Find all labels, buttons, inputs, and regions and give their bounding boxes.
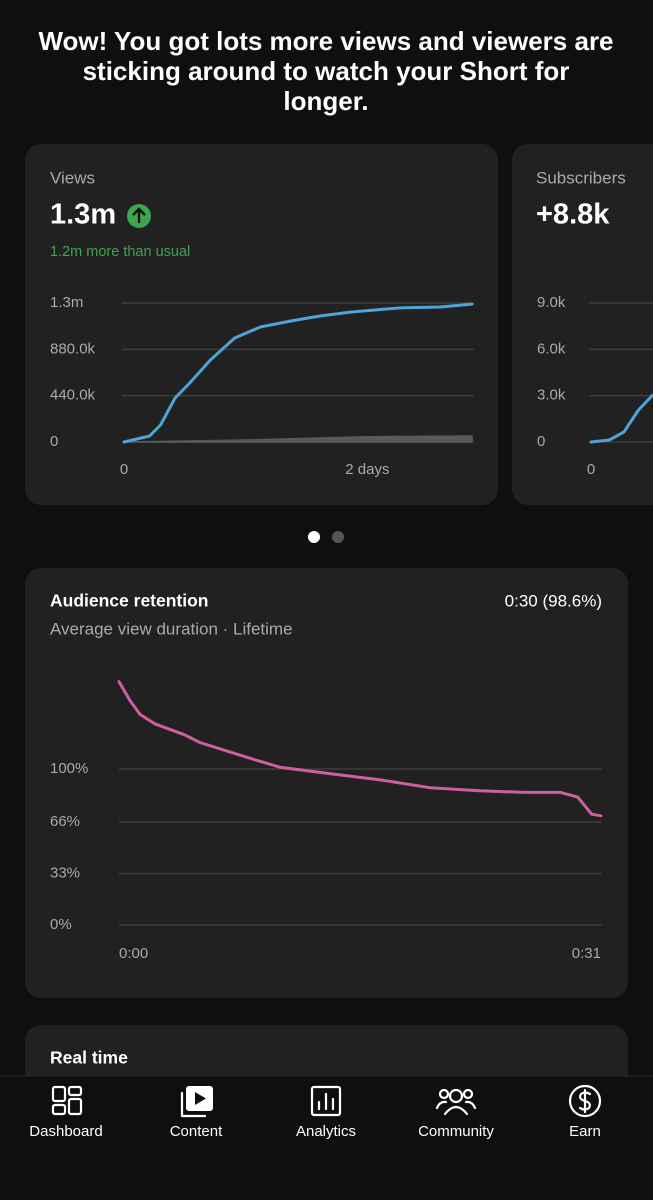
- views-card[interactable]: [25, 144, 498, 505]
- headline: Wow! You got lots more views and viewers…: [38, 26, 613, 56]
- icon: [317, 1092, 335, 1111]
- page-dot[interactable]: [308, 531, 320, 543]
- y-tick-label: 0: [50, 433, 58, 450]
- series-line: [122, 302, 474, 444]
- nav-earn[interactable]: Earn: [568, 1084, 602, 1140]
- y-tick-label: 880.0k: [50, 340, 96, 357]
- nav-content[interactable]: Content: [170, 1086, 223, 1140]
- chart: 0% 33% 66% 100% 0:00 0:31: [50, 680, 603, 962]
- icon: [310, 1085, 342, 1117]
- y-tick-label: 66%: [50, 813, 80, 830]
- icon: [195, 1092, 206, 1105]
- y-tick-label: 100%: [50, 760, 88, 777]
- card-value: +8.8k: [536, 199, 610, 231]
- icon: [568, 1084, 602, 1118]
- up-arrow: [132, 207, 146, 223]
- y-tick-label: 1.3m: [50, 294, 83, 311]
- card-value: 0:30 (98.6%): [505, 591, 602, 610]
- y-tick-label: 3.0k: [537, 387, 566, 404]
- nav-label: Content: [170, 1123, 223, 1140]
- icon: [435, 1100, 477, 1110]
- x-tick-label: 2 days: [345, 461, 389, 478]
- chart: 0 440.0k 880.0k 1.3m 0 2 days: [50, 294, 474, 478]
- y-tick-label: 0%: [50, 916, 72, 933]
- headline: sticking around to watch your Short for: [83, 56, 570, 86]
- card-value: 1.3m: [50, 199, 116, 231]
- icon: [67, 1097, 83, 1116]
- y-tick-label: 9.0k: [537, 294, 566, 311]
- nav-dashboard[interactable]: Dashboard: [29, 1085, 103, 1140]
- icon: [51, 1103, 67, 1116]
- headline: longer.: [283, 86, 368, 116]
- area: [123, 435, 473, 443]
- x-tick-label: 0: [120, 461, 128, 478]
- nav-label: Dashboard: [29, 1123, 102, 1140]
- card-title: Views: [50, 168, 95, 187]
- x-tick-label: 0:31: [572, 945, 601, 962]
- icon: [67, 1085, 83, 1097]
- nav-analytics[interactable]: Analytics: [296, 1085, 356, 1140]
- series-line: [117, 680, 603, 818]
- chart: 0 3.0k 6.0k 9.0k 0: [537, 294, 653, 478]
- page-dot[interactable]: [332, 531, 344, 543]
- nav-community[interactable]: Community: [418, 1088, 494, 1140]
- nav-label: Community: [418, 1123, 494, 1140]
- card-subtitle: Average view duration · Lifetime: [50, 619, 293, 638]
- y-tick-label: 6.0k: [537, 340, 566, 357]
- icon: [180, 1091, 207, 1118]
- x-tick-label: 0: [587, 461, 595, 478]
- y-tick-label: 0: [537, 433, 545, 450]
- card-title: Subscribers: [536, 168, 626, 187]
- icon: [448, 1088, 464, 1104]
- plots: 0 440.0k 880.0k 1.3m 0 2 days 0 3.0k 6.0k 9.0k 0 0%…: [50, 294, 653, 962]
- x-tick-label: 0:00: [119, 945, 148, 962]
- y-tick-label: 440.0k: [50, 387, 96, 404]
- card-title: Audience retention: [50, 591, 209, 611]
- nav-label: Analytics: [296, 1123, 356, 1140]
- icon: [438, 1088, 450, 1100]
- card-note: 1.2m more than usual: [50, 244, 190, 260]
- retention-card[interactable]: [25, 568, 628, 998]
- y-tick-label: 33%: [50, 864, 80, 881]
- icon: [51, 1085, 67, 1103]
- icon: [443, 1105, 469, 1116]
- series-line: [589, 393, 653, 444]
- nav-label: Earn: [569, 1123, 601, 1140]
- subscribers-card[interactable]: [512, 144, 653, 505]
- icon: [578, 1088, 592, 1114]
- card-title: Real time: [50, 1048, 128, 1068]
- icon: [462, 1088, 474, 1100]
